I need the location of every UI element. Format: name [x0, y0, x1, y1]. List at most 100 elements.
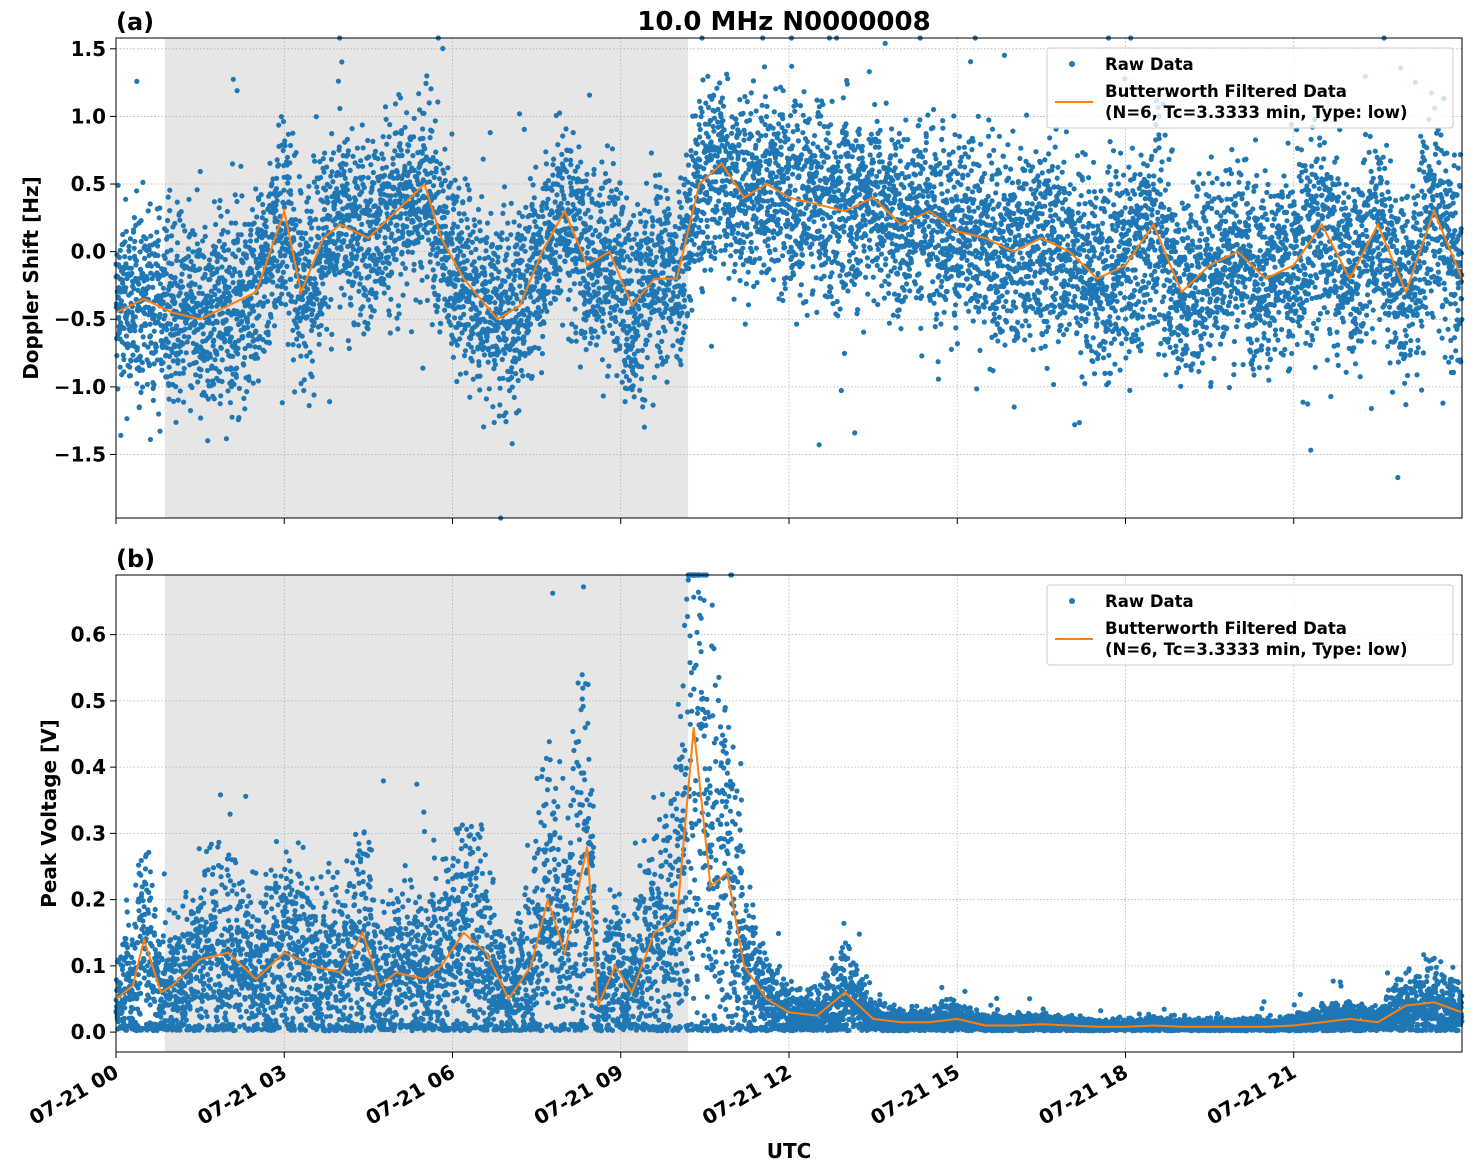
raw-data-point [187, 273, 193, 279]
raw-data-point [476, 255, 482, 261]
raw-data-point [704, 217, 710, 223]
raw-data-point [628, 278, 635, 284]
raw-data-point [514, 296, 520, 302]
raw-data-point [337, 105, 343, 112]
raw-data-point [280, 259, 286, 265]
raw-data-point [290, 357, 296, 363]
raw-data-point [129, 270, 135, 276]
raw-data-point [347, 271, 353, 277]
raw-data-point [467, 394, 473, 400]
raw-data-point [303, 230, 309, 236]
raw-data-point [785, 136, 791, 142]
raw-data-point [851, 281, 858, 288]
raw-data-point [525, 328, 532, 334]
raw-data-point [398, 271, 404, 277]
raw-data-point [151, 328, 157, 334]
raw-data-point [248, 295, 254, 301]
raw-data-point [506, 245, 512, 251]
raw-data-point [286, 310, 292, 316]
raw-data-point [368, 314, 374, 320]
raw-data-point [132, 314, 138, 320]
raw-data-point [849, 154, 855, 160]
raw-data-point [174, 253, 180, 259]
raw-data-point [748, 239, 754, 245]
raw-data-point [627, 237, 633, 243]
raw-data-point [143, 290, 149, 297]
raw-data-point [445, 195, 451, 201]
raw-data-point [258, 192, 264, 198]
raw-data-point [693, 150, 699, 156]
raw-data-point [174, 199, 180, 205]
raw-data-point [381, 290, 387, 296]
raw-data-point [679, 336, 686, 342]
raw-data-point [397, 95, 404, 101]
raw-data-point [577, 215, 583, 221]
raw-data-point [128, 358, 134, 364]
raw-data-point [557, 110, 563, 116]
raw-data-point [202, 271, 208, 277]
raw-data-point [504, 251, 510, 257]
raw-data-point [857, 270, 863, 276]
raw-data-point [450, 206, 457, 212]
raw-data-point [589, 335, 595, 341]
raw-data-point [585, 281, 591, 287]
raw-data-point [222, 256, 228, 263]
raw-data-point [473, 246, 479, 252]
raw-data-point [173, 384, 179, 390]
raw-data-point [325, 199, 331, 205]
raw-data-point [165, 339, 171, 345]
raw-data-point [365, 137, 371, 144]
raw-data-point [597, 271, 603, 277]
raw-data-point [850, 264, 856, 270]
raw-data-point [835, 159, 841, 165]
raw-data-point [269, 291, 275, 297]
raw-data-point [145, 208, 151, 214]
raw-data-point [431, 174, 437, 180]
raw-data-point [842, 282, 849, 288]
raw-data-point [429, 128, 435, 134]
raw-data-point [775, 131, 781, 137]
raw-data-point [427, 179, 433, 185]
raw-data-point [696, 224, 702, 231]
raw-data-point [329, 331, 335, 337]
raw-data-point [155, 252, 161, 259]
raw-data-point [136, 404, 142, 410]
raw-data-point [543, 161, 550, 167]
raw-data-point [841, 229, 847, 235]
raw-data-point [187, 362, 193, 368]
raw-data-point [426, 237, 432, 243]
raw-data-point [332, 271, 338, 278]
raw-data-point [148, 340, 154, 346]
raw-data-point [700, 184, 706, 190]
raw-data-point [132, 238, 138, 244]
raw-data-point [660, 270, 666, 276]
raw-data-point [587, 224, 594, 231]
raw-data-point [416, 91, 422, 97]
raw-data-point [586, 286, 592, 292]
raw-data-point [307, 349, 313, 355]
raw-data-point [145, 344, 151, 350]
raw-data-point [175, 397, 181, 403]
raw-data-point [607, 238, 613, 245]
raw-data-point [324, 164, 330, 170]
raw-data-point [359, 122, 365, 128]
raw-data-point [836, 234, 843, 240]
raw-data-point [226, 298, 232, 304]
raw-data-point [234, 365, 240, 371]
raw-data-point [365, 320, 371, 327]
raw-data-point [385, 254, 391, 260]
raw-data-point [742, 321, 748, 327]
raw-data-point [170, 358, 176, 364]
raw-data-point [144, 276, 150, 282]
raw-data-point [131, 245, 137, 251]
raw-data-point [477, 228, 483, 234]
raw-data-point [563, 157, 569, 163]
raw-data-point [328, 156, 335, 162]
raw-data-point [411, 261, 417, 267]
raw-data-point [457, 248, 463, 255]
raw-data-point [298, 190, 304, 196]
raw-data-point [400, 261, 406, 267]
raw-data-point [576, 144, 582, 150]
raw-data-point [286, 175, 292, 181]
raw-data-point [609, 146, 616, 152]
